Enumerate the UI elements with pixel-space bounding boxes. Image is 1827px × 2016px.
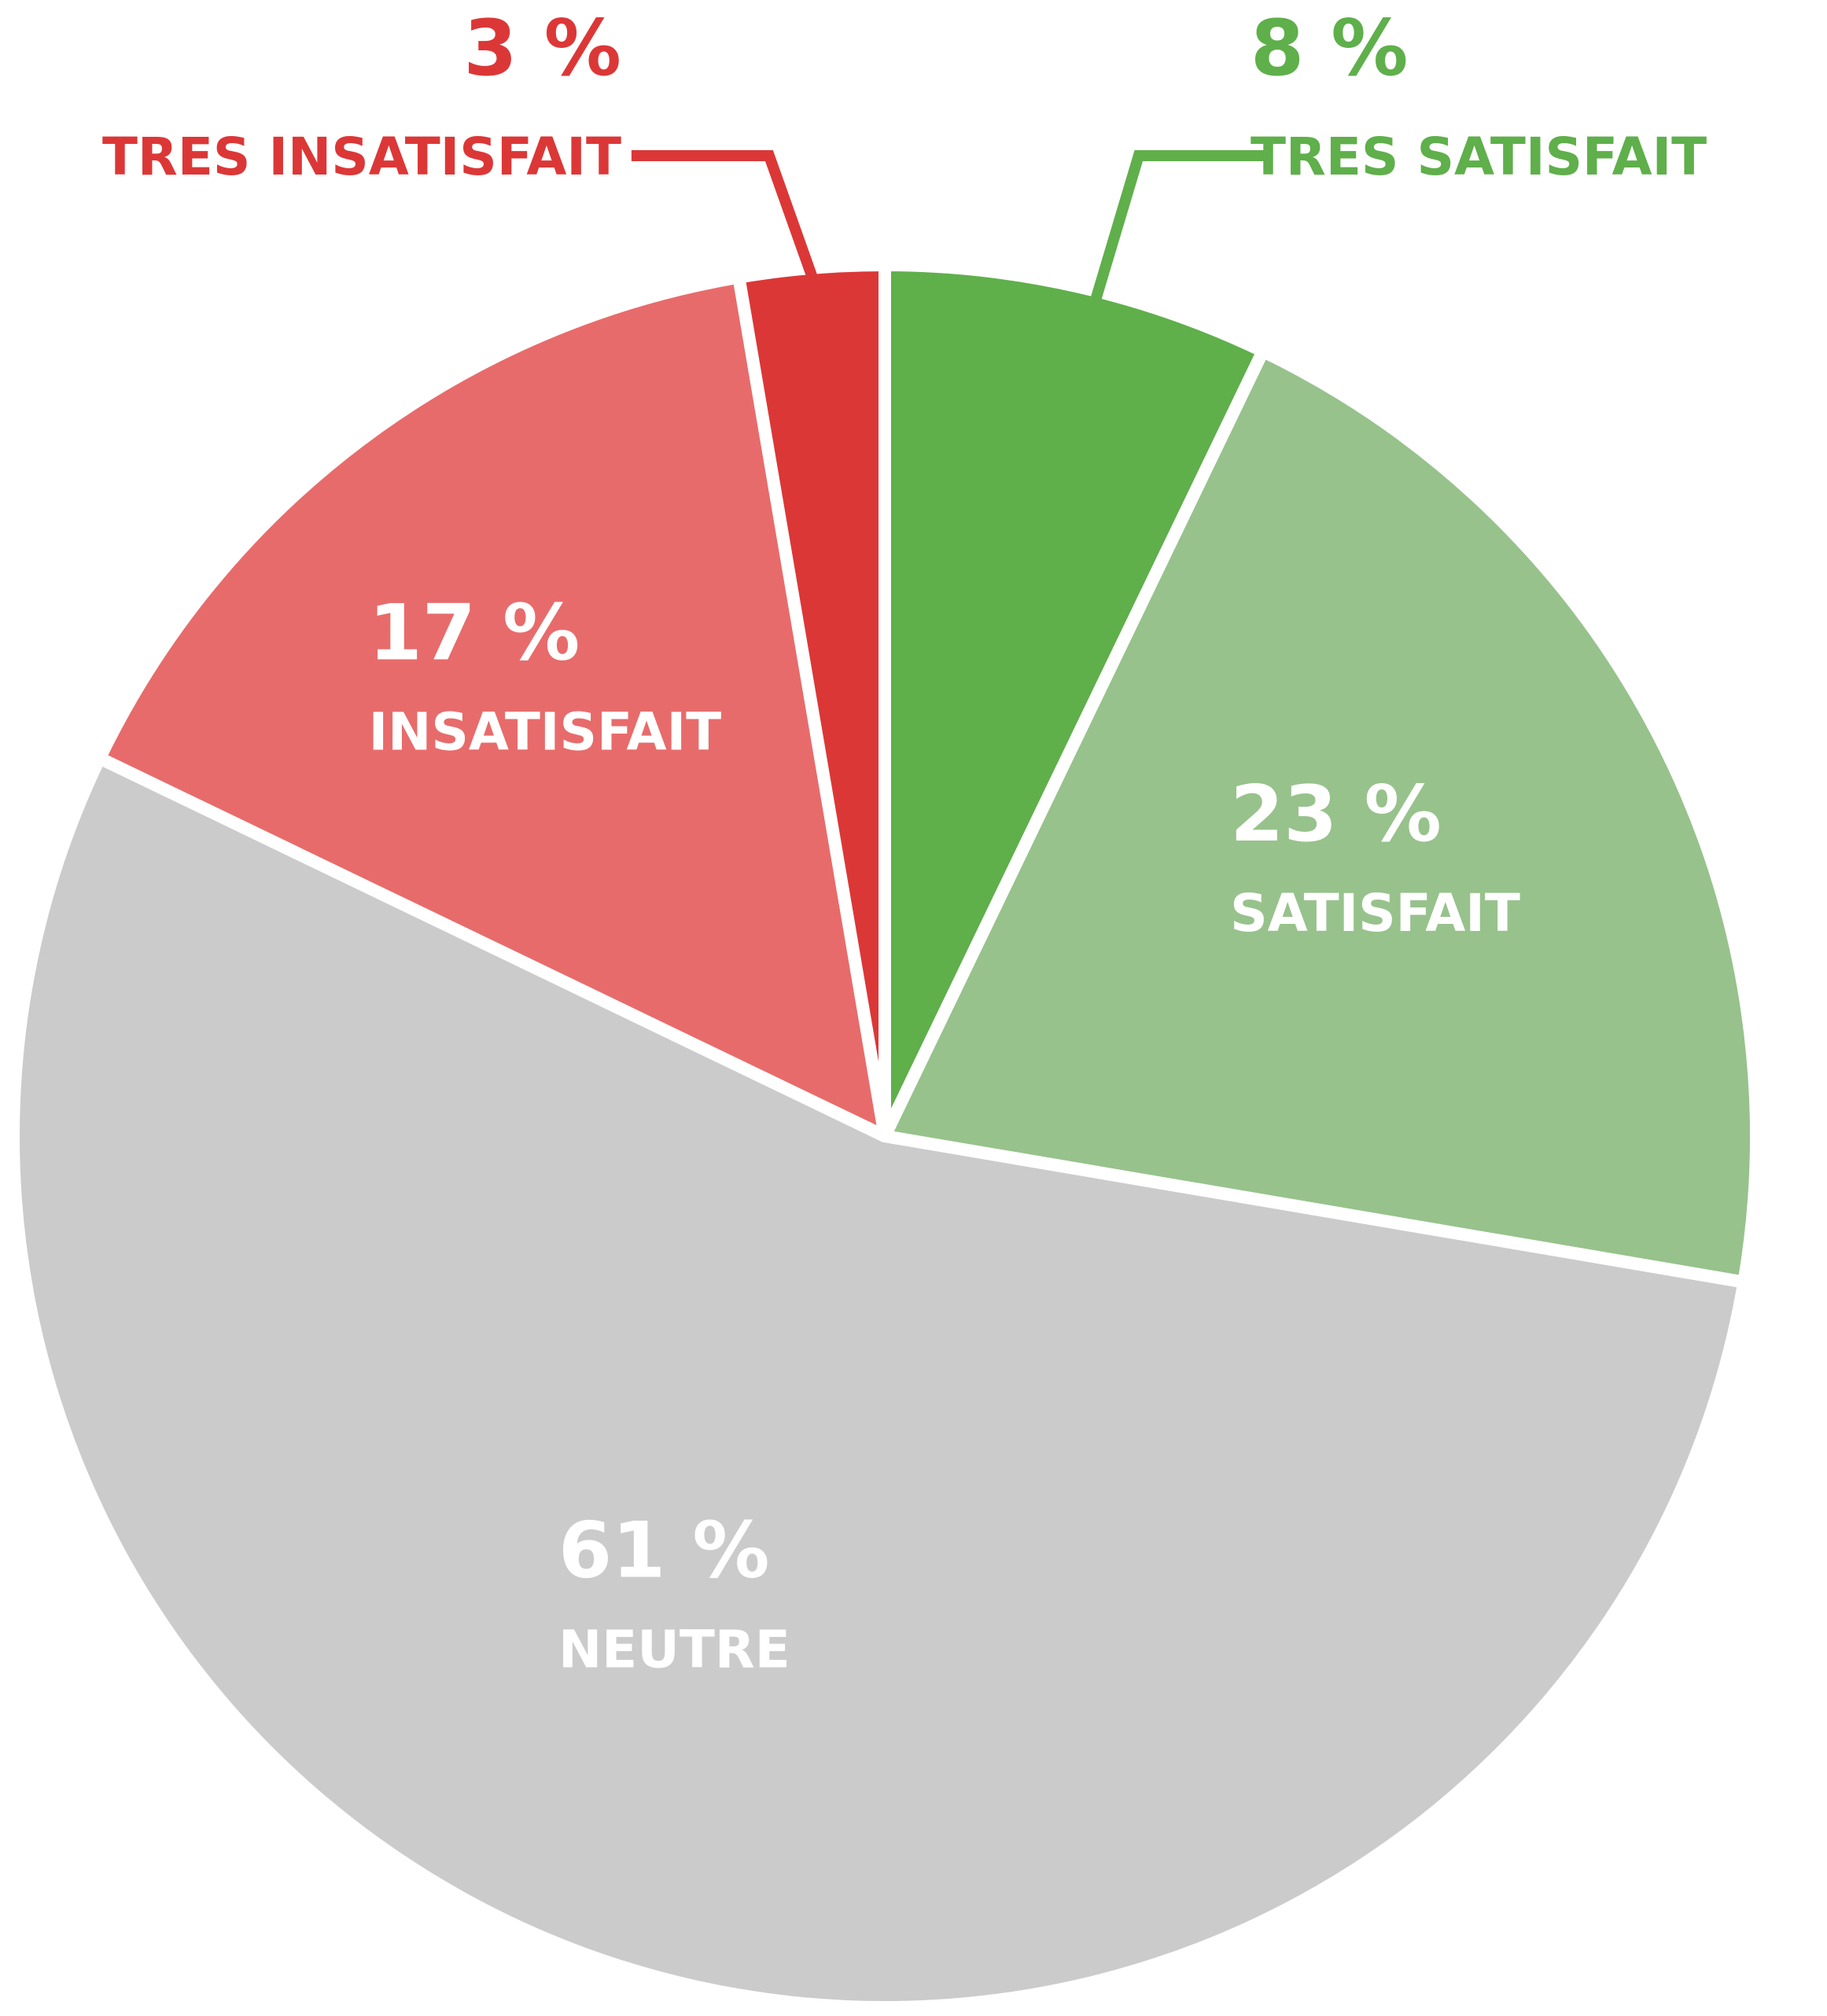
- pie-slice-insatisfait: [93, 270, 891, 1142]
- pie-slice-neutre: [6, 752, 1751, 2014]
- data-label-insatisfait: 17 %: [369, 588, 580, 678]
- data-label-neutre: 61 %: [558, 1506, 770, 1596]
- category-label-neutre: NEUTRE: [558, 1620, 790, 1680]
- data-label-tres-insatisfait: 3 %: [464, 4, 622, 94]
- category-label-tres-satisfait: TRES SATISFAIT: [1251, 127, 1707, 187]
- leader-line-tres-satisfait: [1090, 150, 1273, 303]
- slice-labels: 23 % SATISFAIT 61 % NEUTRE 17 % INSATISFAIT 8 …: [102, 4, 1707, 1680]
- leader-lines: [631, 150, 1273, 303]
- pie-slice-tres-satisfait: [879, 259, 1269, 1142]
- category-label-insatisfait: INSATISFAIT: [369, 701, 722, 762]
- category-label-satisfait: SATISFAIT: [1230, 883, 1520, 944]
- category-label-tres-insatisfait: TRES INSATISFAIT: [102, 127, 621, 187]
- pie-slice-satisfait: [879, 344, 1763, 1289]
- data-label-tres-satisfait: 8 %: [1251, 4, 1409, 94]
- pie-slices: [6, 259, 1763, 2014]
- data-label-satisfait: 23 %: [1230, 770, 1442, 859]
- leader-line-tres-insatisfait: [631, 150, 818, 280]
